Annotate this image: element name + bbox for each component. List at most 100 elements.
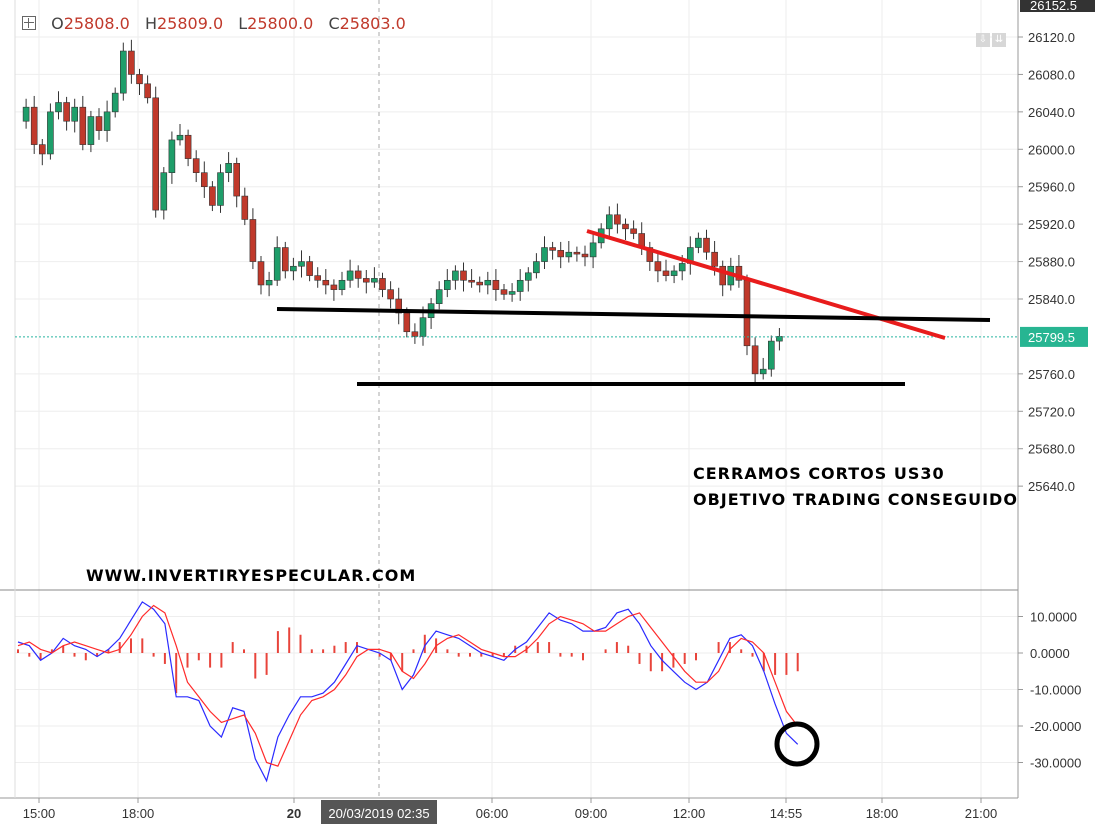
candle: [314, 275, 322, 281]
candle: [152, 97, 159, 211]
candle: [209, 186, 216, 206]
candle: [22, 106, 30, 122]
candle: [362, 278, 370, 283]
candle: [767, 340, 775, 370]
top-price-box: [1020, 0, 1095, 12]
highlight-circle: [774, 721, 820, 767]
candle: [541, 247, 548, 262]
candle: [476, 281, 484, 286]
candle: [346, 270, 354, 281]
candle: [192, 158, 200, 173]
candle: [47, 111, 54, 155]
candle: [322, 279, 330, 286]
candle: [703, 237, 710, 253]
candle: [306, 261, 313, 276]
price-tick-label: 26040.0: [1028, 105, 1075, 120]
candle: [759, 368, 767, 375]
annotation-objective: OBJETIVO TRADING CONSEGUIDO: [693, 490, 1018, 509]
candle: [128, 50, 135, 75]
candle: [87, 116, 95, 145]
price-tick-label: 26120.0: [1028, 30, 1075, 45]
indicator-tick-label: 10.0000: [1030, 610, 1077, 625]
candle: [508, 291, 516, 295]
candle: [273, 247, 281, 281]
candle: [460, 270, 467, 281]
low-label: L: [238, 14, 248, 33]
candle: [354, 270, 362, 279]
high-label: H: [144, 14, 157, 33]
candle: [201, 172, 208, 188]
candle: [468, 279, 475, 283]
candle: [605, 214, 613, 230]
scroll-arrows[interactable]: ⇩ ⇊: [976, 33, 1008, 47]
candle: [338, 279, 346, 290]
candle: [55, 102, 62, 113]
candle: [646, 247, 654, 262]
arrow-down-end-icon[interactable]: ⇊: [992, 33, 1006, 47]
candle: [265, 279, 273, 286]
time-tick-label: 21:00: [965, 806, 998, 821]
price-tick-label: 25760.0: [1028, 367, 1075, 382]
horizontal-line-upper: [276, 307, 991, 322]
price-tick-label: 25920.0: [1028, 217, 1075, 232]
open-label: O: [51, 14, 64, 33]
candle: [330, 284, 338, 290]
candle: [63, 102, 70, 122]
candle: [622, 223, 629, 230]
candle: [257, 261, 265, 286]
candle: [144, 83, 151, 99]
candle: [411, 331, 419, 337]
price-tick-label: 25960.0: [1028, 180, 1075, 195]
candle: [743, 279, 751, 347]
candle: [678, 263, 686, 272]
indicator-tick-label: -10.0000: [1030, 683, 1081, 698]
candle: [371, 278, 378, 283]
candle: [751, 345, 759, 375]
candle: [695, 237, 702, 248]
candle: [281, 247, 289, 272]
annotation-website: WWW.INVERTIRYESPECULAR.COM: [86, 566, 417, 585]
price-tick-label: 26000.0: [1028, 142, 1075, 157]
candle: [589, 242, 597, 258]
candle: [290, 265, 297, 272]
candle: [38, 144, 46, 155]
candle: [136, 74, 143, 85]
candle: [79, 106, 87, 145]
price-tick-label: 26080.0: [1028, 67, 1075, 82]
candle: [654, 261, 662, 272]
time-tick-label: 12:00: [673, 806, 706, 821]
price-tick-label: 25880.0: [1028, 255, 1075, 270]
candle: [670, 270, 678, 276]
signal-line: [17, 604, 799, 767]
candle: [168, 139, 176, 173]
arrow-down-icon[interactable]: ⇩: [976, 33, 990, 47]
candle: [30, 106, 38, 145]
candle: [387, 289, 394, 300]
candle: [452, 270, 459, 281]
expand-icon[interactable]: [22, 16, 36, 30]
candle: [403, 312, 411, 333]
candle: [614, 214, 621, 225]
candle: [516, 279, 524, 292]
resistance-trendline: [586, 229, 946, 340]
close-label: C: [328, 14, 340, 33]
crosshair-date-box: [321, 800, 437, 824]
candle: [719, 265, 727, 286]
candle: [71, 106, 78, 122]
price-tick-label: 25680.0: [1028, 442, 1075, 457]
time-tick-label: 06:00: [476, 806, 509, 821]
price-tick-label: 25640.0: [1028, 479, 1075, 494]
time-tick-label: 20: [287, 806, 301, 821]
candle: [565, 251, 573, 258]
candle: [630, 228, 637, 234]
candle: [533, 261, 540, 274]
candle: [435, 289, 443, 304]
time-tick-label: 18:00: [122, 806, 155, 821]
candle: [662, 270, 670, 276]
candle: [419, 317, 427, 337]
low-value: 25800.0: [247, 14, 314, 33]
candle: [443, 279, 451, 290]
top-price-label: 26152.5: [1030, 0, 1077, 13]
current-price-badge: [1020, 326, 1088, 347]
